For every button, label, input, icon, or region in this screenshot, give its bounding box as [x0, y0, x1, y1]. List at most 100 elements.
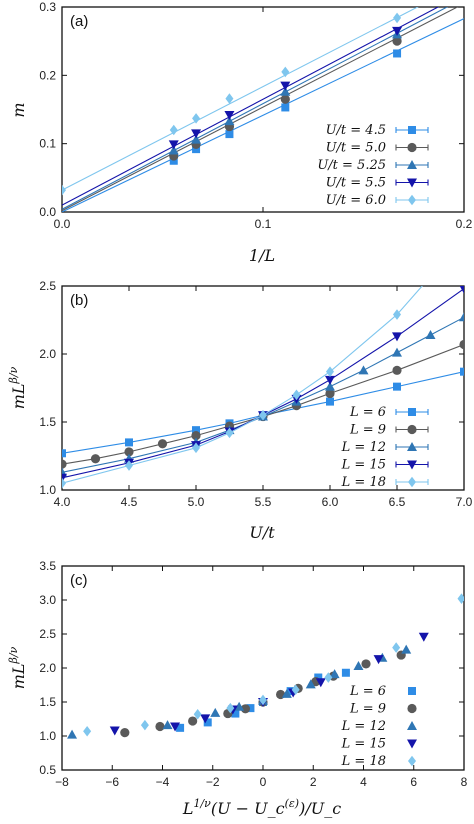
data-point	[457, 593, 464, 604]
panel-label: (b)	[70, 292, 88, 309]
x-tick-label: 0.0	[54, 217, 71, 231]
x-axis-label: U/t	[249, 523, 275, 542]
data-point	[393, 12, 402, 24]
y-tick-label: 1.0	[39, 483, 56, 497]
data-point	[157, 439, 168, 449]
data-point	[259, 409, 267, 421]
plot-area	[62, 233, 468, 489]
data-point	[281, 688, 292, 698]
x-tick-label: −6	[105, 775, 119, 789]
legend-entry-label: U/t = 6.0	[326, 193, 386, 208]
series-line	[62, 288, 464, 479]
data-point	[188, 716, 198, 726]
data-point	[392, 332, 402, 342]
series-line	[62, 316, 464, 473]
y-tick-label: 0.1	[39, 137, 56, 151]
data-point	[361, 659, 371, 669]
data-point	[246, 704, 255, 713]
legend-marker	[408, 194, 416, 206]
y-axis-label: mLβ/ν	[7, 646, 28, 689]
data-point	[460, 233, 468, 244]
data-point	[169, 124, 178, 136]
data-point	[353, 660, 364, 670]
legend-entry-label: L = 15	[341, 737, 386, 752]
y-tick-label: 2.0	[39, 661, 56, 675]
data-point	[401, 644, 412, 654]
data-point	[392, 26, 403, 36]
data-point	[392, 365, 402, 375]
fit-line	[62, 7, 419, 191]
legend-marker	[408, 476, 416, 488]
x-tick-label: 4.0	[54, 495, 71, 509]
data-point	[459, 339, 464, 350]
legend-marker	[407, 160, 417, 169]
data-point	[325, 388, 335, 399]
plot-frame	[61, 285, 465, 491]
data-point	[224, 110, 235, 120]
data-point	[280, 81, 291, 91]
data-point	[225, 427, 234, 439]
data-point	[225, 93, 234, 104]
data-point	[124, 447, 134, 457]
legend-entry-label: L = 6	[349, 684, 386, 699]
legend-entry-label: L = 6	[349, 405, 386, 420]
data-point	[460, 367, 464, 376]
x-tick-label: 2	[310, 775, 317, 789]
series-line	[62, 343, 464, 465]
panel-label: (a)	[70, 13, 88, 30]
data-point	[125, 438, 133, 447]
data-point	[418, 632, 429, 642]
y-tick-label: 1.5	[39, 415, 56, 429]
data-point	[281, 103, 290, 112]
y-tick-label: 1.0	[39, 729, 56, 743]
data-point	[83, 725, 92, 737]
data-point	[192, 145, 201, 154]
data-point	[191, 134, 202, 144]
y-tick-label: 2.0	[39, 347, 56, 361]
data-point	[169, 156, 178, 165]
data-point	[90, 454, 101, 464]
data-point	[240, 704, 251, 714]
legend-marker	[407, 424, 417, 435]
x-axis-label: L1/ν(U − U_c(ε))/U_c	[182, 797, 341, 818]
data-point	[425, 329, 436, 339]
fit-line	[62, 7, 459, 212]
data-point	[393, 49, 402, 58]
data-point	[459, 312, 464, 322]
legend: L = 6 L = 9 L = 12 L = 15 L = 18	[341, 684, 417, 769]
x-tick-label: 0	[260, 775, 267, 789]
x-tick-label: 6.5	[389, 495, 406, 509]
data-point	[324, 672, 333, 683]
legend-entry-label: L = 18	[341, 475, 386, 490]
x-tick-label: 6	[410, 775, 417, 789]
x-tick-label: −2	[206, 775, 220, 789]
data-point	[325, 375, 335, 385]
data-point	[326, 366, 334, 377]
plot-frame	[61, 565, 465, 771]
data-point	[210, 707, 221, 717]
legend: U/t = 4.5 U/t = 5.0 U/t = 5.25 U/t = 5.5 U/t…	[317, 123, 429, 208]
data-point	[62, 184, 66, 196]
data-point	[224, 116, 235, 126]
legend-marker	[408, 126, 416, 134]
y-tick-label: 2.5	[39, 279, 56, 293]
data-point	[140, 719, 149, 731]
data-point	[281, 66, 290, 78]
legend-entry-label: U/t = 5.5	[326, 176, 386, 191]
legend-marker	[408, 687, 416, 695]
data-point	[192, 113, 201, 124]
data-point	[392, 347, 402, 357]
data-point	[62, 477, 66, 489]
data-point	[305, 679, 316, 689]
data-point	[280, 94, 290, 104]
x-tick-label: 8	[461, 775, 468, 789]
series-line	[62, 371, 464, 454]
data-point	[191, 129, 202, 139]
data-point	[120, 728, 130, 738]
data-point	[225, 130, 234, 139]
x-tick-label: −4	[156, 775, 170, 789]
x-tick-label: 0.2	[456, 217, 473, 231]
data-point	[62, 459, 67, 469]
data-point	[314, 673, 323, 682]
